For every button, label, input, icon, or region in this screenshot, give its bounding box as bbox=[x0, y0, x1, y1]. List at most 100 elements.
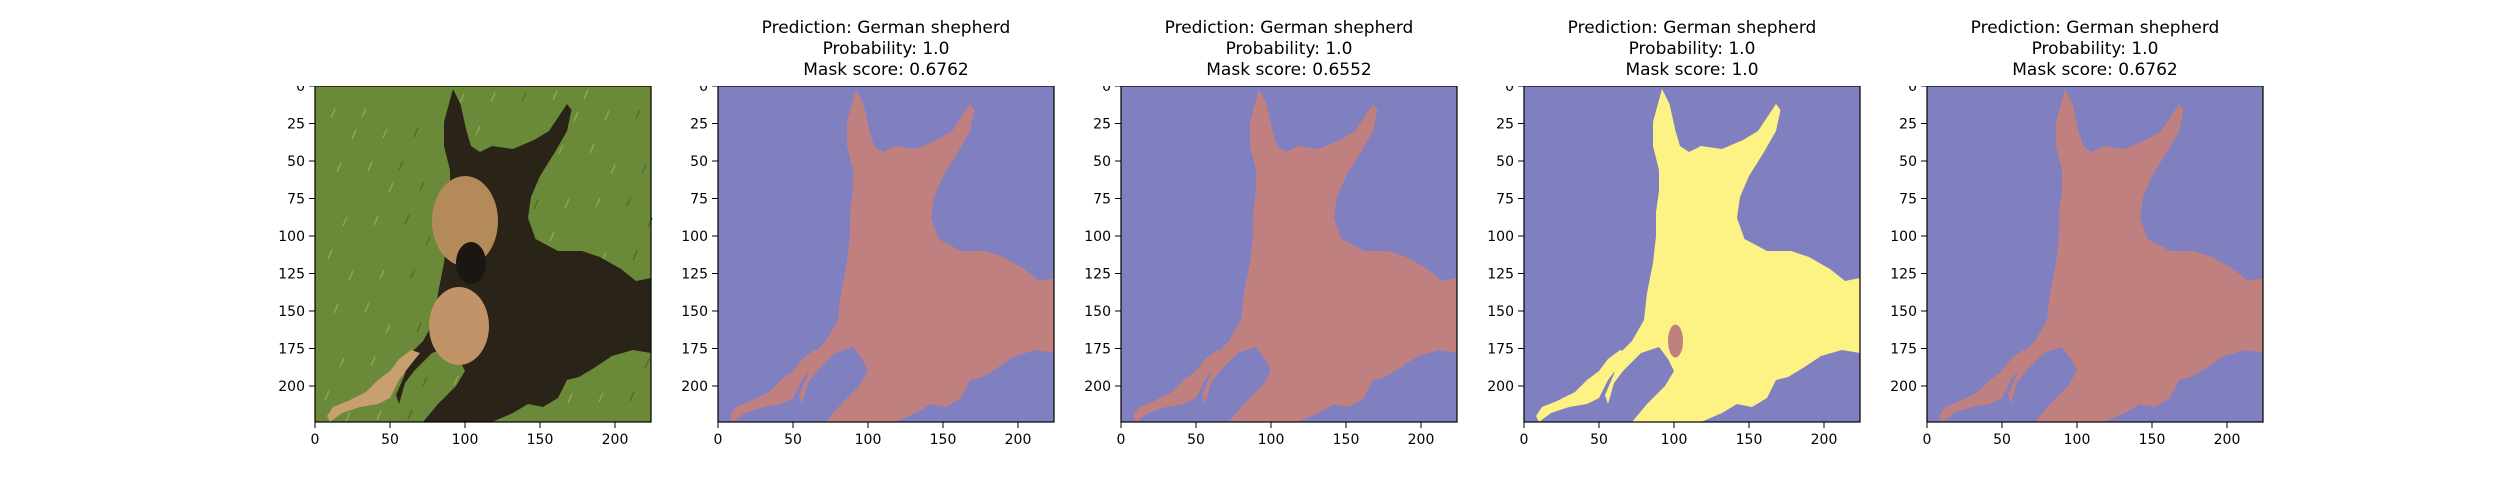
mask-spot bbox=[1668, 324, 1683, 358]
dog-leg-mask bbox=[1536, 350, 1629, 422]
panel-title-line: Prediction: German shepherd bbox=[1970, 18, 2220, 38]
grass-blade bbox=[610, 164, 616, 175]
panel-title-line: Prediction: German shepherd bbox=[761, 18, 1011, 38]
y-tick-label: 0 bbox=[296, 86, 305, 95]
grass-blade bbox=[558, 144, 564, 155]
x-tick-label: 100 bbox=[1661, 432, 1688, 448]
grass-blade bbox=[641, 163, 647, 174]
y-tick-label: 125 bbox=[1487, 267, 1514, 283]
y-tick-label: 0 bbox=[1505, 86, 1514, 95]
panel-title-line: Prediction: German shepherd bbox=[1567, 18, 1817, 38]
y-tick-label: 75 bbox=[1496, 192, 1514, 208]
grass-blade bbox=[425, 235, 431, 246]
panel-title-line: Mask score: 1.0 bbox=[1625, 60, 1759, 80]
grass-blade bbox=[404, 214, 410, 225]
axes-frame bbox=[1926, 86, 2264, 423]
x-tick-label: 150 bbox=[930, 432, 957, 448]
grass-blade bbox=[330, 108, 336, 119]
panel-image: 0 50 100 150 200 0 25 50 75 100 125 150 175 200 bbox=[681, 86, 1055, 448]
dog-mask bbox=[799, 89, 1054, 422]
y-tick-label: 150 bbox=[278, 304, 305, 320]
y-tick-label: 150 bbox=[1890, 304, 1917, 320]
dog-face bbox=[432, 176, 498, 266]
x-tick-label: 0 bbox=[1923, 432, 1932, 448]
x-tick-label: 50 bbox=[381, 432, 399, 448]
grass-blade bbox=[459, 93, 465, 104]
axes-frame bbox=[1523, 86, 1861, 423]
x-tick-label: 150 bbox=[1736, 432, 1763, 448]
grass-blade bbox=[416, 322, 422, 333]
y-tick-label: 75 bbox=[690, 192, 708, 208]
panel-1: 0 50 100 150 200 0 25 50 75 100 125 150 175 200 bbox=[278, 0, 653, 470]
y-tick-label: 150 bbox=[1487, 304, 1514, 320]
grass-blade bbox=[552, 90, 558, 101]
y-tick-label: 200 bbox=[278, 379, 305, 395]
x-tick-label: 0 bbox=[311, 432, 320, 448]
x-tick-label: 0 bbox=[1117, 432, 1126, 448]
panel-2: Prediction: German shepherd Probability: … bbox=[681, 0, 1055, 470]
x-tick-label: 200 bbox=[1408, 432, 1435, 448]
y-tick-label: 50 bbox=[1496, 154, 1514, 170]
dog-leg-mask bbox=[730, 350, 823, 422]
y-tick-label: 100 bbox=[1487, 229, 1514, 245]
y-tick-label: 50 bbox=[1093, 154, 1111, 170]
panel-4: Prediction: German shepherd Probability: … bbox=[1487, 0, 1861, 470]
grass-blade bbox=[598, 392, 604, 403]
y-tick-label: 125 bbox=[1084, 267, 1111, 283]
x-tick-label: 50 bbox=[1590, 432, 1608, 448]
grass-blade bbox=[595, 197, 601, 208]
grass-blade bbox=[339, 357, 345, 368]
dog-leg-mask bbox=[1939, 350, 2032, 422]
x-tick-label: 150 bbox=[2139, 432, 2166, 448]
grass-blade bbox=[348, 270, 354, 281]
grass-blade bbox=[422, 376, 428, 387]
axes-frame bbox=[314, 86, 652, 423]
grass-blade bbox=[410, 268, 416, 279]
y-tick-label: 0 bbox=[1102, 86, 1111, 95]
y-tick-label: 25 bbox=[1899, 117, 1917, 133]
x-tick-label: 200 bbox=[2214, 432, 2241, 448]
y-tick-label: 25 bbox=[690, 117, 708, 133]
dog-mask bbox=[2008, 89, 2263, 422]
grass-blade bbox=[632, 250, 638, 261]
grass-blade bbox=[635, 109, 641, 120]
grass-blade bbox=[333, 303, 339, 314]
grass-blade bbox=[644, 358, 650, 369]
y-tick-label: 150 bbox=[1084, 304, 1111, 320]
panel-3: Prediction: German shepherd Probability: … bbox=[1084, 0, 1458, 470]
dog-mask bbox=[1202, 89, 1457, 422]
y-tick-label: 50 bbox=[1899, 154, 1917, 170]
grass-blade bbox=[373, 215, 379, 226]
x-tick-label: 100 bbox=[1258, 432, 1285, 448]
dog-muzzle bbox=[456, 242, 486, 284]
grass-blade bbox=[370, 356, 376, 367]
x-tick-label: 50 bbox=[1187, 432, 1205, 448]
y-tick-label: 75 bbox=[1899, 192, 1917, 208]
grass-blade bbox=[327, 249, 333, 260]
y-tick-label: 25 bbox=[287, 117, 305, 133]
panel-image: 0 50 100 150 200 0 25 50 75 100 125 150 175 200 bbox=[278, 86, 653, 448]
x-tick-label: 200 bbox=[1811, 432, 1838, 448]
y-tick-label: 50 bbox=[690, 154, 708, 170]
y-tick-label: 175 bbox=[1487, 342, 1514, 358]
grass-blade bbox=[376, 410, 382, 421]
grass-blade bbox=[407, 409, 413, 420]
y-tick-label: 25 bbox=[1496, 117, 1514, 133]
grass-blade bbox=[629, 391, 635, 402]
x-tick-label: 200 bbox=[602, 432, 629, 448]
x-tick-label: 100 bbox=[2064, 432, 2091, 448]
grass-blade bbox=[382, 128, 388, 139]
axes-frame bbox=[717, 86, 1055, 423]
axes-frame bbox=[1120, 86, 1458, 423]
y-tick-label: 100 bbox=[278, 229, 305, 245]
grass-blade bbox=[564, 198, 570, 209]
grass-blade bbox=[583, 89, 589, 100]
y-tick-label: 100 bbox=[1890, 229, 1917, 245]
y-tick-label: 50 bbox=[287, 154, 305, 170]
dog-leg-mask bbox=[1133, 350, 1226, 422]
x-tick-label: 50 bbox=[1993, 432, 2011, 448]
panel-5: Prediction: German shepherd Probability: … bbox=[1890, 0, 2264, 470]
panel-title-line: Probability: 1.0 bbox=[822, 39, 950, 59]
panel-title-line: Mask score: 0.6762 bbox=[803, 60, 969, 80]
